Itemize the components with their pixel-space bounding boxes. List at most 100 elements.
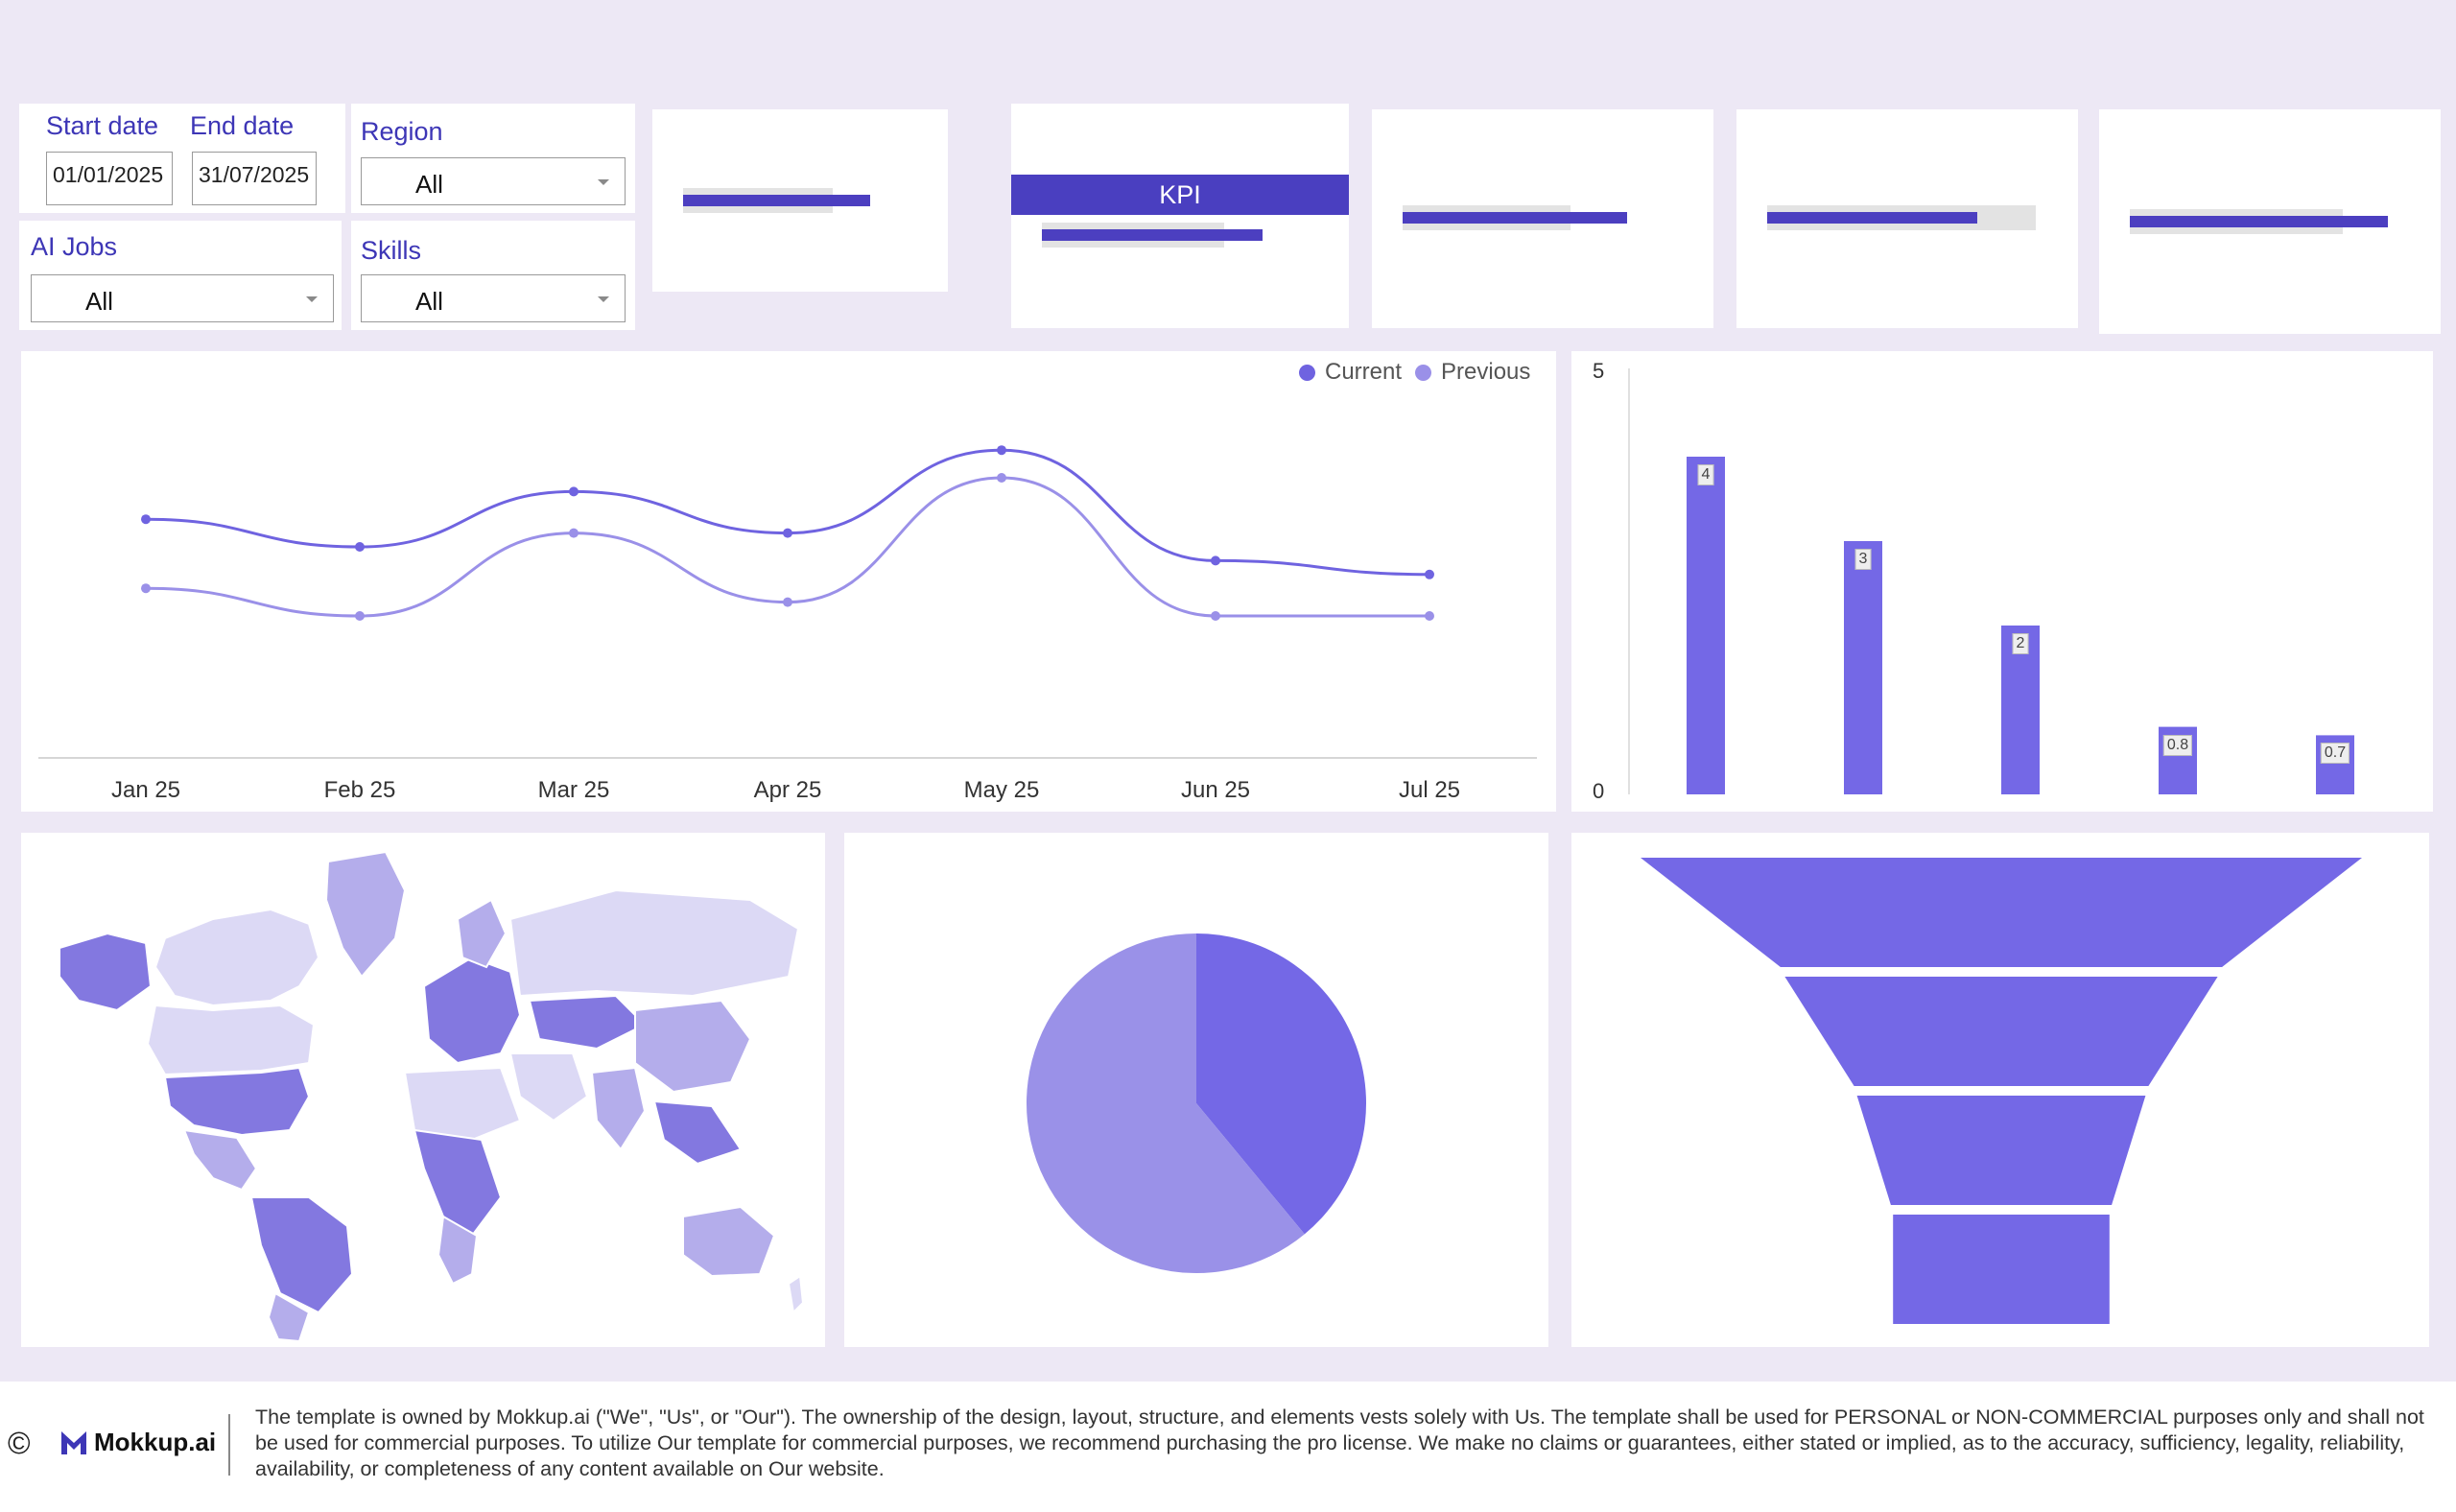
region-selected-value: All [415,170,443,199]
map-region-scandinavia [456,898,508,969]
data-point-previous-6 [1425,611,1434,621]
funnel-stage-3 [1893,1215,2110,1324]
kpi-card-2: KPI [1011,104,1349,328]
data-point-previous-4 [997,473,1006,483]
end-date-label: End date [190,111,295,140]
funnel-stage-2 [1856,1096,2146,1205]
logo-text: Mokkup.ai [94,1428,217,1456]
x-tick-label: May 25 [963,777,1040,803]
pie-slice-1 [1027,933,1305,1273]
bar-data-label: 4 [1697,464,1714,485]
bar-data-label: 3 [1854,549,1872,570]
data-point-current-5 [1211,555,1220,566]
bar-y-tick-min: 0 [1593,779,1605,803]
ai-jobs-selected-value: All [85,287,113,316]
bar-1 [1844,541,1882,794]
map-region-middle-east [508,1052,589,1122]
map-region-china [634,999,752,1094]
pie-chart-card [844,833,1548,1347]
map-region-canada [154,908,320,1007]
ai-jobs-filter-card: AI Jobs All [19,221,342,330]
legend-current-label: Current [1325,359,1403,385]
pie-slice-0 [1196,933,1366,1235]
start-date-input[interactable]: 01/01/2025 [46,152,173,205]
kpi-2-current-bar [1042,229,1263,241]
kpi-4-current-bar [1767,212,1977,224]
map-region-canada-south [146,1004,316,1076]
map-region-mexico [182,1128,258,1192]
map-region-alaska [59,932,153,1012]
kpi-card-1 [652,109,948,292]
footer-divider [228,1414,230,1476]
bar-0 [1687,457,1725,794]
bar-data-label: 0.7 [2320,743,2350,765]
legend-previous-label: Previous [1441,359,1531,385]
x-tick-label: Jan 25 [110,777,181,803]
map-region-usa [163,1066,311,1137]
skills-filter-card: Skills All [351,221,635,330]
map-region-india [590,1066,647,1151]
x-tick-label: Jun 25 [1180,777,1251,803]
funnel-stage-1 [1784,977,2218,1086]
date-filter-card: Start date End date 01/01/2025 31/07/202… [19,104,345,213]
data-point-current-2 [569,486,579,497]
map-region-russia [508,888,800,998]
world-map [59,850,805,1343]
bar-chart-card: 5 0 4 3 2 0.8 0.7 [1571,351,2433,812]
map-region-southeast-asia [652,1099,743,1166]
bar-y-tick-max: 5 [1593,359,1605,383]
bar-chart-plot [1628,368,2354,794]
map-region-africa-south [437,1215,479,1286]
funnel-stage-0 [1641,858,2362,967]
x-tick-label: Jul 25 [1398,777,1461,803]
data-point-current-1 [355,542,365,552]
funnel-chart-card [1571,833,2429,1347]
line-chart-plot [38,445,1537,759]
data-point-previous-5 [1211,611,1220,621]
data-point-previous-1 [355,611,365,621]
kpi-header: KPI [1011,175,1349,215]
kpi-card-5 [2099,109,2441,334]
kpi-1-current-bar [683,195,870,206]
bar-data-label: 2 [2012,633,2029,654]
end-date-input[interactable]: 31/07/2025 [192,152,317,205]
map-region-africa-north [403,1066,522,1142]
start-date-label: Start date [46,111,159,140]
region-dropdown[interactable]: All [361,157,626,205]
region-filter-card: Region All [351,104,635,213]
kpi-card-3 [1372,109,1713,328]
x-tick-label: Apr 25 [753,777,822,803]
kpi-5-current-bar [2130,216,2388,227]
footer-disclaimer: The template is owned by Mokkup.ai ("We"… [255,1406,2424,1480]
data-point-previous-0 [141,583,151,594]
ai-jobs-dropdown[interactable]: All [31,274,334,322]
bar-data-label: 0.8 [2162,734,2193,756]
map-region-south-america-north [249,1196,354,1314]
line-chart-legend: Current Previous [1299,359,1530,386]
legend-previous-dot [1415,364,1432,381]
series-line-current [145,448,1430,577]
mokkup-logo[interactable]: Mokkup.ai [59,1428,216,1457]
chevron-down-icon [306,296,318,302]
data-point-current-3 [783,528,792,538]
map-region-europe [422,956,522,1065]
kpi-card-4 [1736,109,2078,328]
ai-jobs-label: AI Jobs [31,232,118,261]
map-region-new-zealand [787,1274,805,1315]
data-point-current-0 [141,514,151,525]
mokkup-logo-icon [61,1430,86,1454]
map-region-australia [682,1205,776,1278]
map-region-south-america-south [267,1291,311,1343]
region-label: Region [361,117,443,146]
x-tick-label: Mar 25 [537,777,610,803]
skills-selected-value: All [415,287,443,316]
data-point-previous-3 [783,597,792,607]
skills-dropdown[interactable]: All [361,274,626,322]
chevron-down-icon [598,179,609,185]
footer: © Mokkup.ai The template is owned by Mok… [0,1382,2456,1512]
skills-label: Skills [361,236,422,265]
map-region-greenland [324,850,407,979]
line-chart-card: Current Previous Jan 25 Feb 25 Mar 25 Apr 2… [21,351,1556,812]
funnel-chart [1641,858,2362,1324]
x-tick-label: Feb 25 [323,777,396,803]
